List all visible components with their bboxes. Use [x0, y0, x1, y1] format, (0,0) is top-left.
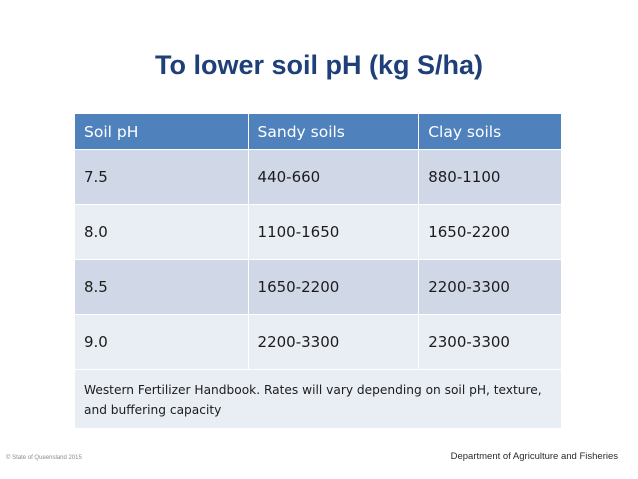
- slide-title: To lower soil pH (kg S/ha): [154, 50, 484, 80]
- cell-sandy-soils: 2200-3300: [247, 314, 420, 370]
- header-soil-ph: Soil pH: [74, 113, 249, 150]
- cell-clay-soils: 880-1100: [418, 149, 562, 205]
- soil-ph-table: Soil pH Sandy soils Clay soils 7.5 440-6…: [74, 113, 562, 429]
- table-row: 9.0 2200-3300 2300-3300: [74, 314, 562, 370]
- table-row: 8.5 1650-2200 2200-3300: [74, 259, 562, 315]
- cell-clay-soils: 1650-2200: [418, 204, 562, 260]
- footer-copyright: © State of Queensland 2015: [6, 455, 82, 461]
- table-note-row: Western Fertilizer Handbook. Rates will …: [74, 369, 562, 429]
- table-header-row: Soil pH Sandy soils Clay soils: [74, 113, 562, 150]
- header-clay-soils: Clay soils: [418, 113, 562, 150]
- cell-sandy-soils: 1100-1650: [247, 204, 420, 260]
- cell-clay-soils: 2200-3300: [418, 259, 562, 315]
- cell-soil-ph: 8.5: [74, 259, 249, 315]
- cell-soil-ph: 9.0: [74, 314, 249, 370]
- table-row: 8.0 1100-1650 1650-2200: [74, 204, 562, 260]
- table-row: 7.5 440-660 880-1100: [74, 149, 562, 205]
- header-sandy-soils: Sandy soils: [247, 113, 420, 150]
- footer-department: Department of Agriculture and Fisheries: [450, 451, 618, 462]
- cell-sandy-soils: 1650-2200: [247, 259, 420, 315]
- cell-sandy-soils: 440-660: [247, 149, 420, 205]
- cell-soil-ph: 8.0: [74, 204, 249, 260]
- cell-soil-ph: 7.5: [74, 149, 249, 205]
- table-source-note: Western Fertilizer Handbook. Rates will …: [74, 369, 562, 429]
- cell-clay-soils: 2300-3300: [418, 314, 562, 370]
